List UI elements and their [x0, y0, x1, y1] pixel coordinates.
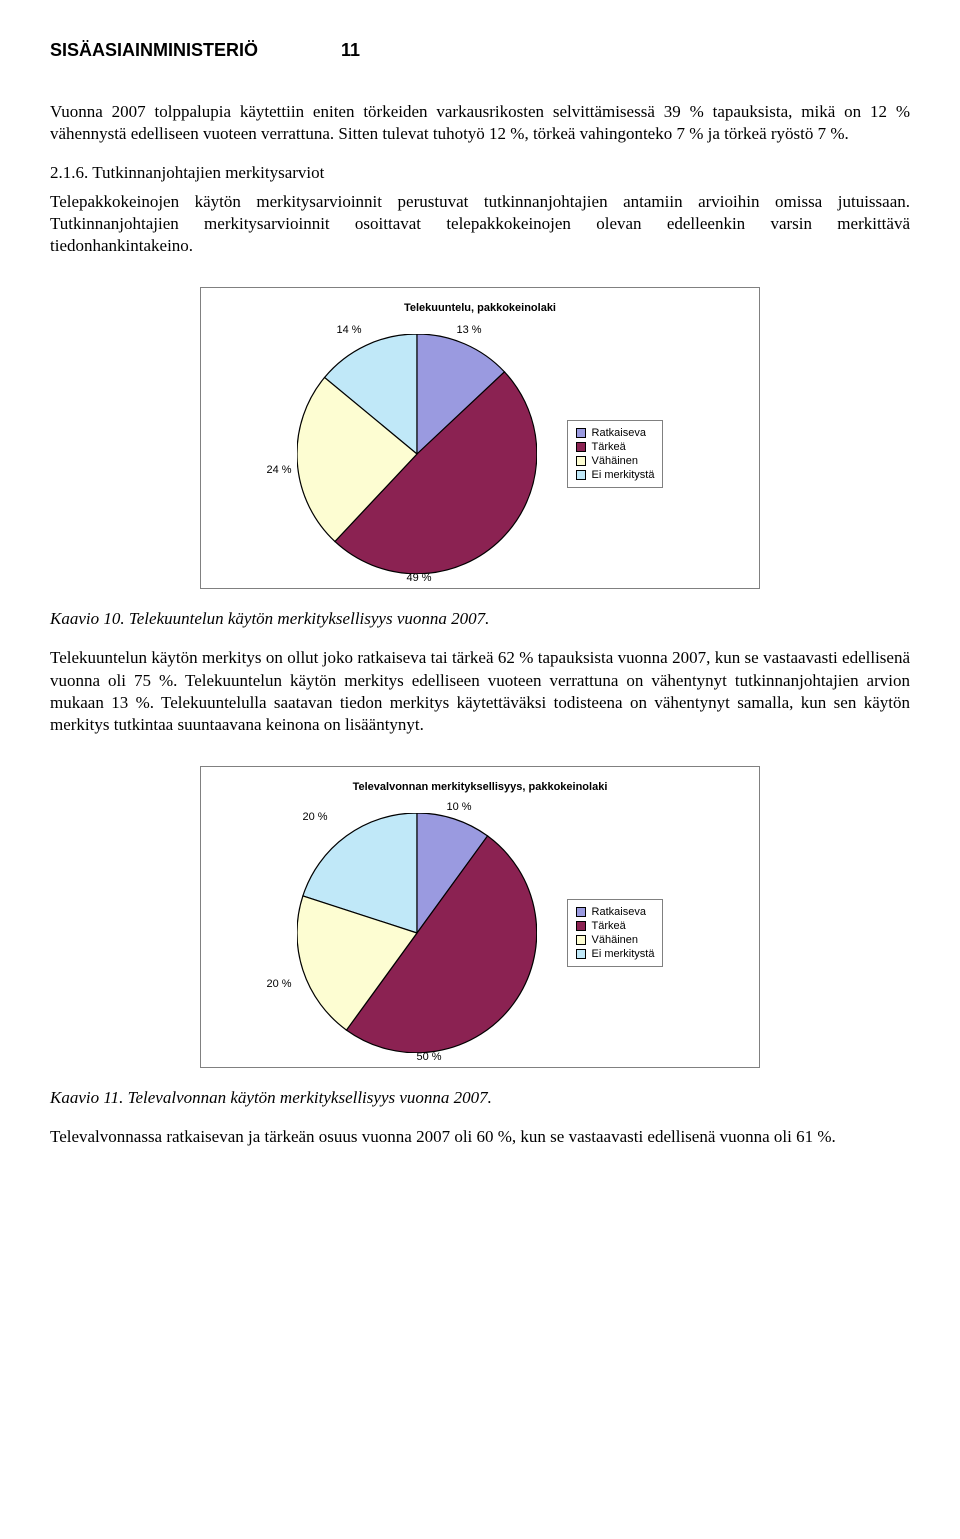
legend-item: Tärkeä	[576, 920, 655, 932]
label-ei: 14 %	[337, 324, 362, 336]
label-vahainen: 24 %	[267, 464, 292, 476]
swatch-icon	[576, 935, 586, 945]
legend-2: Ratkaiseva Tärkeä Vähäinen Ei merkitystä	[567, 899, 664, 967]
paragraph-1: Vuonna 2007 tolppalupia käytettiin enite…	[50, 101, 910, 145]
label-ei: 20 %	[303, 811, 328, 823]
legend-label: Tärkeä	[592, 920, 626, 932]
legend-label: Ratkaiseva	[592, 427, 646, 439]
swatch-icon	[576, 456, 586, 466]
legend-label: Tärkeä	[592, 441, 626, 453]
paragraph-4: Televalvonnassa ratkaisevan ja tärkeän o…	[50, 1126, 910, 1148]
label-tarkea: 50 %	[417, 1051, 442, 1063]
paragraph-3: Telekuuntelun käytön merkitys on ollut j…	[50, 647, 910, 735]
swatch-icon	[576, 921, 586, 931]
caption-10: Kaavio 10. Telekuuntelun käytön merkityk…	[50, 609, 910, 629]
legend-label: Ei merkitystä	[592, 469, 655, 481]
chart-title: Televalvonnan merkityksellisyys, pakkoke…	[219, 781, 741, 793]
legend-label: Vähäinen	[592, 455, 639, 467]
section-heading: 2.1.6. Tutkinnanjohtajien merkitysarviot	[50, 163, 910, 183]
swatch-icon	[576, 428, 586, 438]
ministry-name: SISÄASIAINMINISTERIÖ	[50, 40, 258, 61]
swatch-icon	[576, 949, 586, 959]
chart-title: Telekuuntelu, pakkokeinolaki	[219, 302, 741, 314]
legend-item: Ei merkitystä	[576, 469, 655, 481]
legend-item: Tärkeä	[576, 441, 655, 453]
pie-chart-1: 14 % 13 % 24 % 49 %	[297, 334, 537, 574]
legend-1: Ratkaiseva Tärkeä Vähäinen Ei merkitystä	[567, 420, 664, 488]
caption-11: Kaavio 11. Televalvonnan käytön merkityk…	[50, 1088, 910, 1108]
swatch-icon	[576, 470, 586, 480]
page-header: SISÄASIAINMINISTERIÖ 11	[50, 40, 910, 61]
legend-item: Ratkaiseva	[576, 427, 655, 439]
pie-svg	[297, 334, 537, 574]
legend-label: Ei merkitystä	[592, 948, 655, 960]
legend-item: Vähäinen	[576, 934, 655, 946]
pie-svg	[297, 813, 537, 1053]
label-vahainen: 20 %	[267, 978, 292, 990]
swatch-icon	[576, 907, 586, 917]
label-ratkaiseva: 10 %	[447, 801, 472, 813]
swatch-icon	[576, 442, 586, 452]
paragraph-2: Telepakkokeinojen käytön merkitysarvioin…	[50, 191, 910, 257]
legend-item: Ei merkitystä	[576, 948, 655, 960]
pie-chart-2: 20 % 10 % 20 % 50 %	[297, 813, 537, 1053]
legend-item: Ratkaiseva	[576, 906, 655, 918]
page-number: 11	[341, 40, 360, 61]
label-tarkea: 49 %	[407, 572, 432, 584]
chart-telekuuntelu: Telekuuntelu, pakkokeinolaki 14 % 13 % 2…	[200, 287, 760, 589]
legend-item: Vähäinen	[576, 455, 655, 467]
label-ratkaiseva: 13 %	[457, 324, 482, 336]
chart-televalvonta: Televalvonnan merkityksellisyys, pakkoke…	[200, 766, 760, 1068]
legend-label: Ratkaiseva	[592, 906, 646, 918]
legend-label: Vähäinen	[592, 934, 639, 946]
